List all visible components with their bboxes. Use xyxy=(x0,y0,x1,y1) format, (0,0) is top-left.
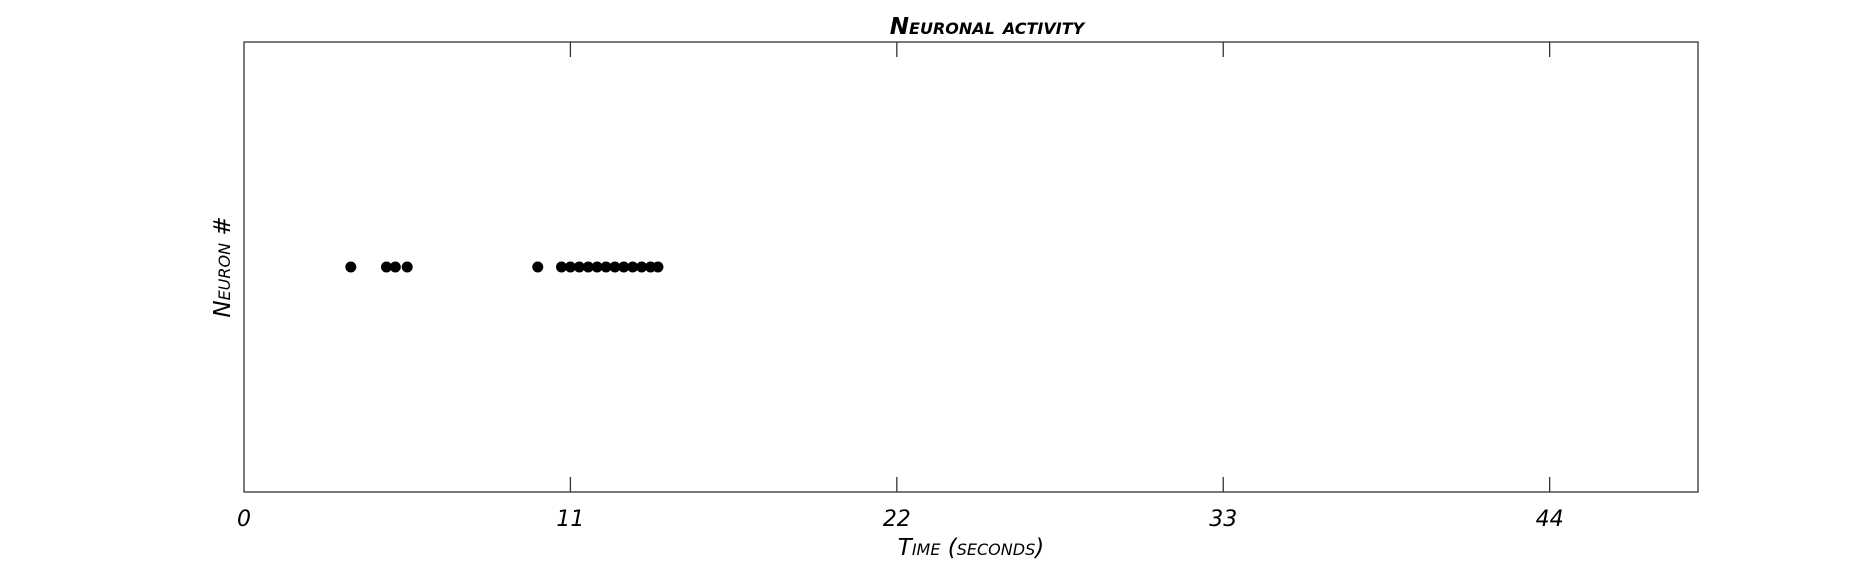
spike-point xyxy=(564,261,576,273)
x-axis-label: Time (seconds) xyxy=(898,535,1044,561)
spike-point xyxy=(380,261,392,273)
spike-point xyxy=(609,261,621,273)
spike-point xyxy=(627,261,639,273)
spike-point xyxy=(573,261,585,273)
spike-point xyxy=(556,261,568,273)
x-tick-label: 22 xyxy=(883,507,911,532)
x-tick-label: 11 xyxy=(556,507,584,532)
x-axis-tick-labels: 0 11 22 33 44 xyxy=(237,507,1564,532)
spike-point xyxy=(345,261,357,273)
spike-point xyxy=(652,261,664,273)
chart-title: Neuronal activity xyxy=(890,14,1086,40)
spike-point xyxy=(618,261,630,273)
x-tick-label: 44 xyxy=(1536,507,1564,532)
spike-point xyxy=(600,261,612,273)
spike-point xyxy=(389,261,401,273)
spike-markers xyxy=(345,261,664,273)
spike-point xyxy=(582,261,594,273)
plot-frame xyxy=(243,41,1699,493)
spike-point xyxy=(636,261,648,273)
spike-point xyxy=(532,261,544,273)
spike-point xyxy=(401,261,413,273)
y-axis-label: Neuron # xyxy=(210,216,236,317)
x-axis-ticks xyxy=(569,42,1551,492)
x-tick-label: 33 xyxy=(1209,507,1237,532)
x-tick-label: 0 xyxy=(237,507,251,532)
spike-point xyxy=(591,261,603,273)
